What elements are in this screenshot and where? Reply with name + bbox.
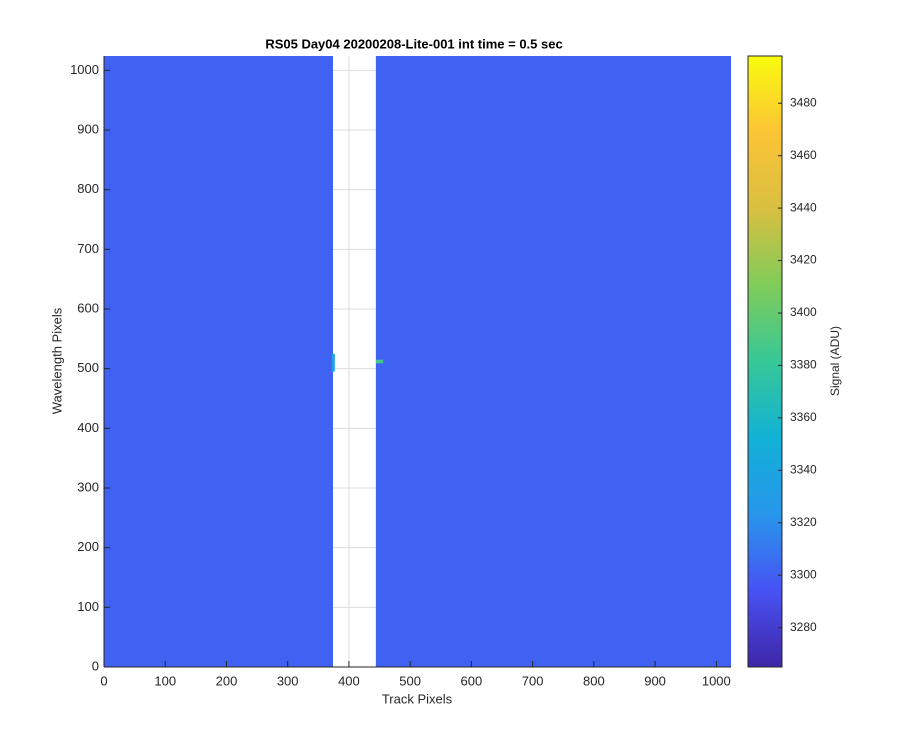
heatmap-cell — [375, 359, 384, 364]
x-tick-label: 400 — [338, 673, 360, 688]
colorbar-tick-label: 3300 — [790, 567, 817, 581]
heatmap-cell — [331, 353, 335, 372]
x-tick-label: 200 — [216, 673, 238, 688]
y-tick-label: 500 — [77, 360, 99, 375]
colorbar-tick-label: 3420 — [790, 253, 817, 267]
x-tick-label: 900 — [644, 673, 666, 688]
y-tick-label: 700 — [77, 241, 99, 256]
x-tick-label: 700 — [522, 673, 544, 688]
colorbar-tick-label: 3480 — [790, 95, 817, 109]
x-tick-label: 1000 — [702, 673, 731, 688]
y-tick-label: 600 — [77, 300, 99, 315]
chart-title: RS05 Day04 20200208-Lite-001 int time = … — [265, 36, 562, 51]
colorbar — [747, 55, 783, 668]
colorbar-tick-label: 3400 — [790, 305, 817, 319]
y-tick-label: 900 — [77, 121, 99, 136]
colorbar-tick-label: 3360 — [790, 410, 817, 424]
colorbar-label: Signal (ADU) — [828, 326, 842, 396]
y-tick-label: 400 — [77, 420, 99, 435]
x-axis-label: Track Pixels — [382, 691, 453, 706]
colorbar-tick-label: 3280 — [790, 620, 817, 634]
y-axis-label: Wavelength Pixels — [49, 307, 64, 414]
x-tick-label: 100 — [154, 673, 176, 688]
x-tick-label: 500 — [399, 673, 421, 688]
heatmap-cell — [104, 56, 334, 667]
y-tick-label: 800 — [77, 181, 99, 196]
y-tick-label: 200 — [77, 539, 99, 554]
colorbar-tick-label: 3320 — [790, 515, 817, 529]
x-tick-label: 600 — [461, 673, 483, 688]
y-tick-label: 1000 — [70, 62, 99, 77]
colorbar-tick-label: 3460 — [790, 148, 817, 162]
y-tick-label: 0 — [92, 658, 99, 673]
colorbar-tick-label: 3440 — [790, 200, 817, 214]
colorbar-tick-label: 3380 — [790, 358, 817, 372]
y-tick-label: 300 — [77, 479, 99, 494]
y-tick-label: 100 — [77, 599, 99, 614]
x-tick-label: 0 — [100, 673, 107, 688]
x-tick-label: 800 — [583, 673, 605, 688]
heatmap-cell — [375, 56, 731, 667]
colorbar-tick-label: 3340 — [790, 462, 817, 476]
x-tick-label: 300 — [277, 673, 299, 688]
